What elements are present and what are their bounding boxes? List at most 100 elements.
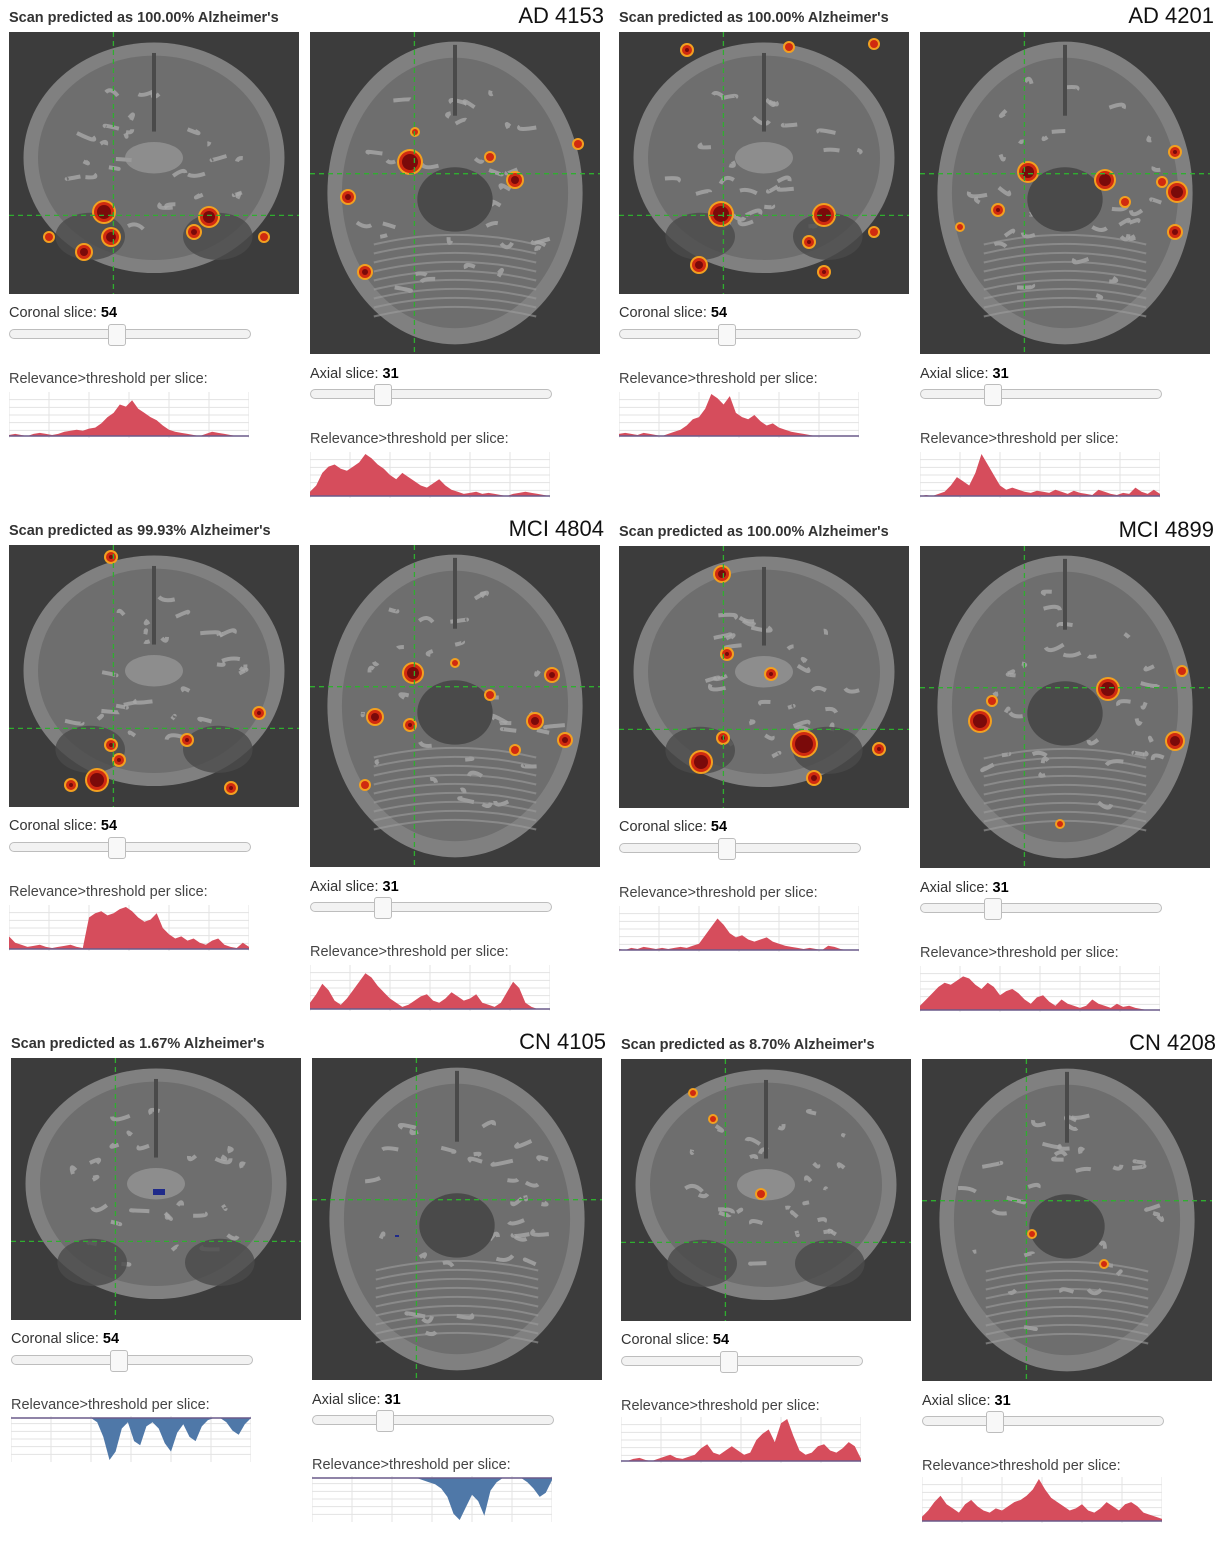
brain-slice (327, 41, 583, 345)
coronal-relevance-histogram (9, 905, 249, 951)
slider-handle[interactable] (108, 837, 126, 859)
brain-slice (635, 1069, 897, 1301)
relevance-area (310, 454, 550, 496)
axial-slice-value: 31 (382, 879, 399, 895)
axial-slice-slider[interactable] (310, 897, 552, 919)
subject-id: MCI 4899 (1118, 517, 1214, 542)
relevance-area (11, 1418, 251, 1460)
brain-slice (939, 1068, 1195, 1372)
slider-handle[interactable] (718, 838, 736, 860)
coronal-slice-slider[interactable] (619, 324, 861, 346)
axial-slice-label: Axial slice: 31 (920, 880, 1009, 896)
coronal-histogram-label: Relevance>threshold per slice: (9, 371, 208, 387)
axial-scan-image[interactable] (920, 32, 1210, 354)
coronal-relevance-histogram (11, 1416, 251, 1462)
prediction-text: Scan predicted as 8.70% Alzheimer's (621, 1037, 875, 1053)
coronal-histogram-label: Relevance>threshold per slice: (621, 1398, 820, 1414)
coronal-slice-value: 54 (710, 819, 728, 835)
relevance-area (920, 976, 1160, 1010)
relevance-area (9, 907, 249, 949)
subject-id: AD 4201 (1128, 3, 1214, 28)
axial-slice-label: Axial slice: 31 (920, 366, 1009, 382)
coronal-slice-value: 54 (100, 818, 118, 834)
axial-histogram-label: Relevance>threshold per slice: (312, 1457, 511, 1473)
axial-slice-slider[interactable] (920, 898, 1162, 920)
coronal-histogram-label: Relevance>threshold per slice: (9, 884, 208, 900)
axial-scan-image[interactable] (312, 1058, 602, 1380)
subject-id: CN 4105 (519, 1029, 606, 1054)
coronal-slice-slider[interactable] (9, 324, 251, 346)
slider-handle[interactable] (374, 897, 392, 919)
negative-relevance-spot (395, 1235, 399, 1237)
slider-handle[interactable] (108, 324, 126, 346)
scan-panel: Scan predicted as 100.00% Alzheimer's AD… (9, 3, 614, 516)
axial-slice-label: Axial slice: 31 (922, 1393, 1011, 1409)
relevance-area (619, 918, 859, 950)
axial-histogram-label: Relevance>threshold per slice: (922, 1458, 1121, 1474)
axial-relevance-histogram (920, 966, 1160, 1012)
relevance-area (920, 454, 1160, 496)
axial-slice-label: Axial slice: 31 (312, 1392, 401, 1408)
coronal-slice-label: Coronal slice: 54 (11, 1331, 120, 1347)
coronal-scan-image[interactable] (9, 545, 299, 807)
axial-slice-slider[interactable] (922, 1411, 1164, 1433)
coronal-scan-image[interactable] (619, 546, 909, 808)
axial-relevance-histogram (310, 965, 550, 1011)
coronal-slice-value: 54 (710, 305, 728, 321)
coronal-slice-value: 54 (102, 1331, 120, 1347)
slider-handle[interactable] (718, 324, 736, 346)
axial-slice-slider[interactable] (920, 384, 1162, 406)
brain-slice (23, 42, 285, 274)
slider-handle[interactable] (376, 1410, 394, 1432)
scan-panel: Scan predicted as 100.00% Alzheimer's AD… (619, 3, 1219, 516)
coronal-relevance-histogram (619, 906, 859, 952)
relevance-area (619, 394, 859, 436)
axial-slice-value: 31 (382, 366, 399, 382)
brain-slice (937, 41, 1193, 345)
brain-slice (25, 1068, 287, 1300)
prediction-text: Scan predicted as 100.00% Alzheimer's (619, 10, 889, 26)
coronal-scan-image[interactable] (619, 32, 909, 294)
axial-slice-slider[interactable] (310, 384, 552, 406)
axial-scan-image[interactable] (920, 546, 1210, 868)
coronal-scan-image[interactable] (621, 1059, 911, 1321)
coronal-slice-slider[interactable] (621, 1351, 863, 1373)
relevance-area (312, 1478, 552, 1520)
axial-slice-value: 31 (992, 366, 1009, 382)
axial-scan-image[interactable] (310, 32, 600, 354)
coronal-slice-label: Coronal slice: 54 (619, 305, 728, 321)
coronal-scan-image[interactable] (11, 1058, 301, 1320)
axial-histogram-label: Relevance>threshold per slice: (920, 945, 1119, 961)
coronal-histogram-label: Relevance>threshold per slice: (619, 371, 818, 387)
coronal-slice-label: Coronal slice: 54 (9, 305, 118, 321)
slider-handle[interactable] (984, 384, 1002, 406)
axial-slice-label: Axial slice: 31 (310, 366, 399, 382)
slider-handle[interactable] (720, 1351, 738, 1373)
slider-handle[interactable] (374, 384, 392, 406)
coronal-histogram-label: Relevance>threshold per slice: (619, 885, 818, 901)
coronal-slice-value: 54 (712, 1332, 730, 1348)
coronal-slice-slider[interactable] (9, 837, 251, 859)
axial-slice-label: Axial slice: 31 (310, 879, 399, 895)
axial-histogram-label: Relevance>threshold per slice: (310, 944, 509, 960)
axial-scan-image[interactable] (922, 1059, 1212, 1381)
coronal-scan-image[interactable] (9, 32, 299, 294)
coronal-relevance-histogram (621, 1417, 861, 1463)
subject-id: AD 4153 (518, 3, 604, 28)
coronal-relevance-histogram (9, 392, 249, 438)
slider-handle[interactable] (110, 1350, 128, 1372)
slider-handle[interactable] (984, 898, 1002, 920)
coronal-slice-slider[interactable] (11, 1350, 253, 1372)
axial-slice-slider[interactable] (312, 1410, 554, 1432)
prediction-text: Scan predicted as 1.67% Alzheimer's (11, 1036, 265, 1052)
brain-slice (937, 555, 1193, 859)
coronal-slice-slider[interactable] (619, 838, 861, 860)
prediction-text: Scan predicted as 100.00% Alzheimer's (619, 524, 889, 540)
axial-relevance-histogram (312, 1476, 552, 1522)
slider-handle[interactable] (986, 1411, 1004, 1433)
axial-histogram-label: Relevance>threshold per slice: (310, 431, 509, 447)
axial-scan-image[interactable] (310, 545, 600, 867)
axial-relevance-histogram (920, 452, 1160, 498)
brain-slice (633, 42, 895, 274)
axial-relevance-histogram (310, 452, 550, 498)
